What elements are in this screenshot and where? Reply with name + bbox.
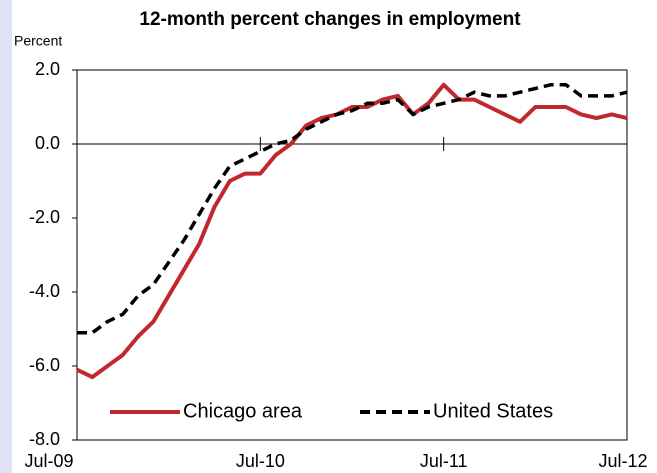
x-tick-label: Jul-12 xyxy=(598,451,647,471)
y-tick-label: 2.0 xyxy=(35,59,60,79)
y-tick-label: -4.0 xyxy=(29,281,60,301)
y-axis-label: Percent xyxy=(14,33,62,49)
y-tick-label: -6.0 xyxy=(29,355,60,375)
chart-title: 12-month percent changes in employment xyxy=(139,9,521,30)
y-tick-label: -8.0 xyxy=(29,429,60,449)
x-tick-label: Jul-09 xyxy=(24,451,73,471)
legend-label: Chicago area xyxy=(183,400,303,422)
series-line xyxy=(76,82,628,380)
series-line xyxy=(77,83,628,335)
legend-label: United States xyxy=(433,400,553,422)
plot-frame xyxy=(76,69,628,441)
x-tick-label: Jul-11 xyxy=(420,451,468,471)
y-tick-label: 0.0 xyxy=(35,133,60,153)
x-tick-label: Jul-10 xyxy=(236,451,285,471)
y-tick-label: -2.0 xyxy=(29,207,60,227)
panel xyxy=(12,0,657,473)
